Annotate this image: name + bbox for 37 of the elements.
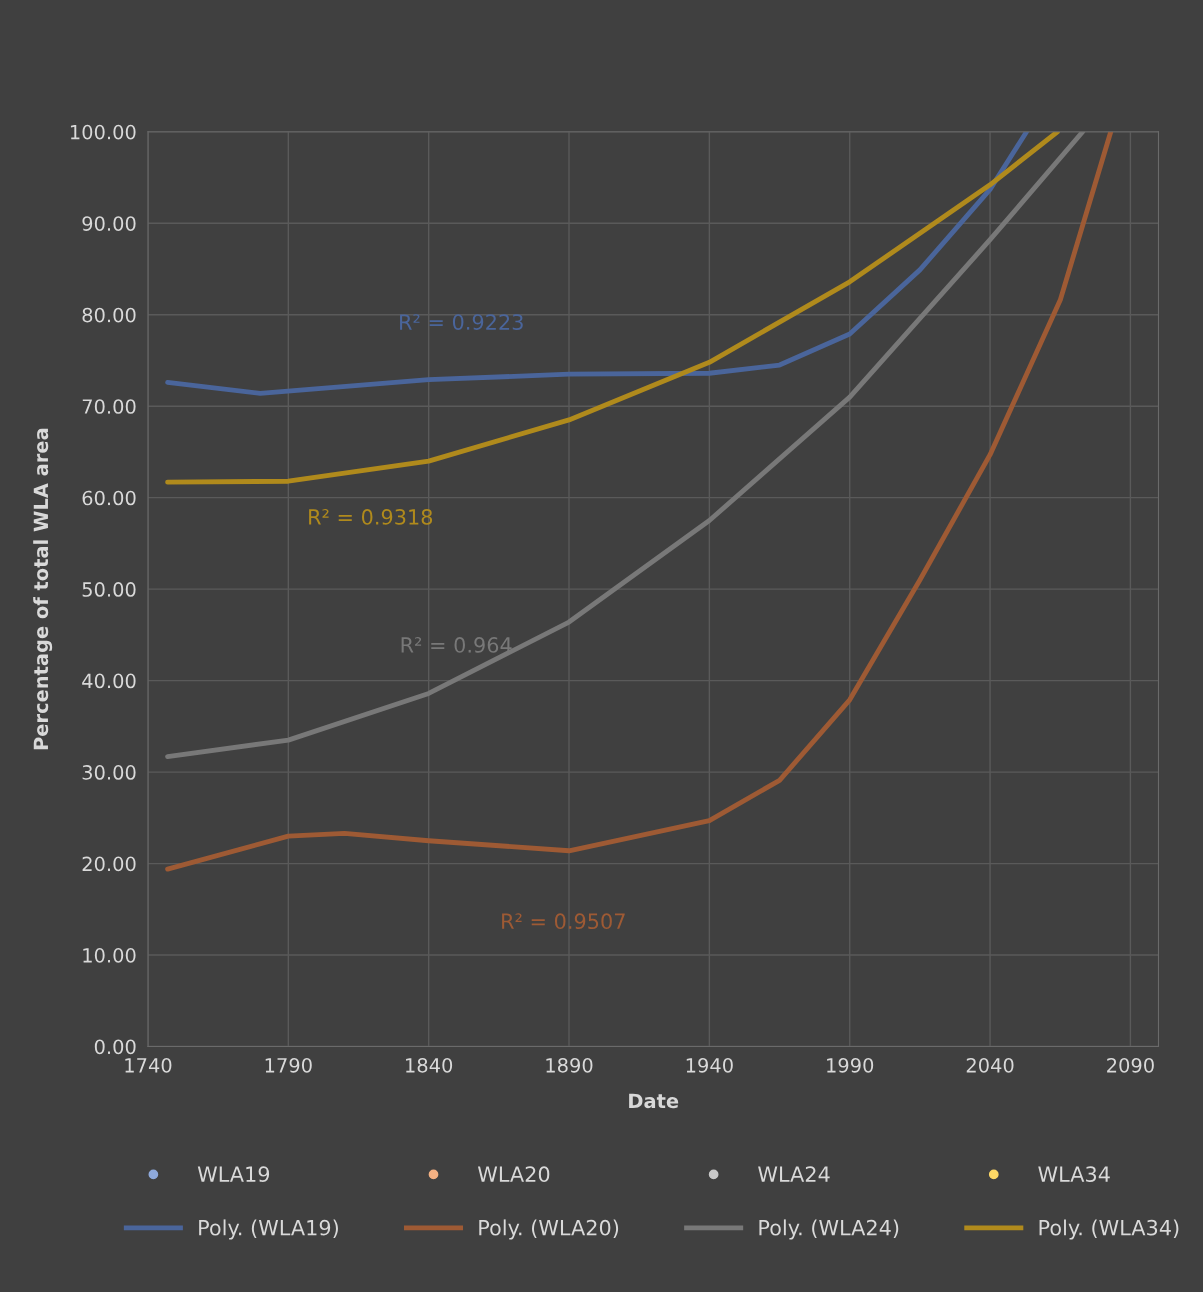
x-tick-label: 1990 (827, 1057, 874, 1073)
y-tick-label: 60.00 (82, 490, 136, 506)
x-tick-label: 1790 (265, 1057, 312, 1073)
annotation: R² = 0.964 (401, 637, 512, 653)
y-tick-label: 70.00 (82, 399, 136, 414)
annotation: R² = 0.9507 (502, 913, 625, 930)
y-tick-label: 80.00 (82, 307, 136, 323)
y-tick-label: 90.00 (82, 216, 136, 231)
legend-label: WLA34 (1038, 1166, 1110, 1183)
x-axis-title: Date (629, 1093, 679, 1109)
line-series (165, 131, 1029, 396)
y-tick-label: 50.00 (82, 582, 136, 597)
x-tick-label: 1890 (546, 1057, 593, 1073)
annotation: R² = 0.9223 (400, 314, 523, 330)
y-tick-label: 0.00 (94, 1039, 136, 1055)
line-series (165, 131, 1114, 872)
y-tick-label: 10.00 (83, 948, 136, 963)
legend-label: WLA19 (197, 1166, 270, 1183)
y-tick-label: 20.00 (82, 856, 136, 872)
y-tick-label: 30.00 (82, 765, 136, 780)
legend-label: WLA24 (758, 1166, 830, 1182)
x-tick-label: 2040 (966, 1057, 1014, 1073)
y-tick-label: 100.00 (70, 124, 136, 140)
legend-label: Poly. (WLA19) (199, 1219, 338, 1240)
line-series (165, 131, 1086, 759)
y-axis-title: Percentage of total WLA area (33, 428, 53, 750)
legend-label: Poly. (WLA24) (759, 1219, 899, 1240)
line-series (165, 131, 1060, 485)
x-tick-label: 2090 (1107, 1057, 1154, 1073)
y-tick-label: 40.00 (82, 673, 136, 689)
legend-label: WLA20 (477, 1166, 550, 1183)
legend-label: Poly. (WLA34) (1039, 1219, 1179, 1240)
annotation: R² = 0.9318 (309, 509, 433, 525)
x-tick-label: 1840 (406, 1057, 453, 1073)
x-tick-label: 1940 (686, 1057, 733, 1073)
x-tick-label: 1740 (125, 1057, 172, 1073)
legend-label: Poly. (WLA20) (479, 1219, 619, 1240)
